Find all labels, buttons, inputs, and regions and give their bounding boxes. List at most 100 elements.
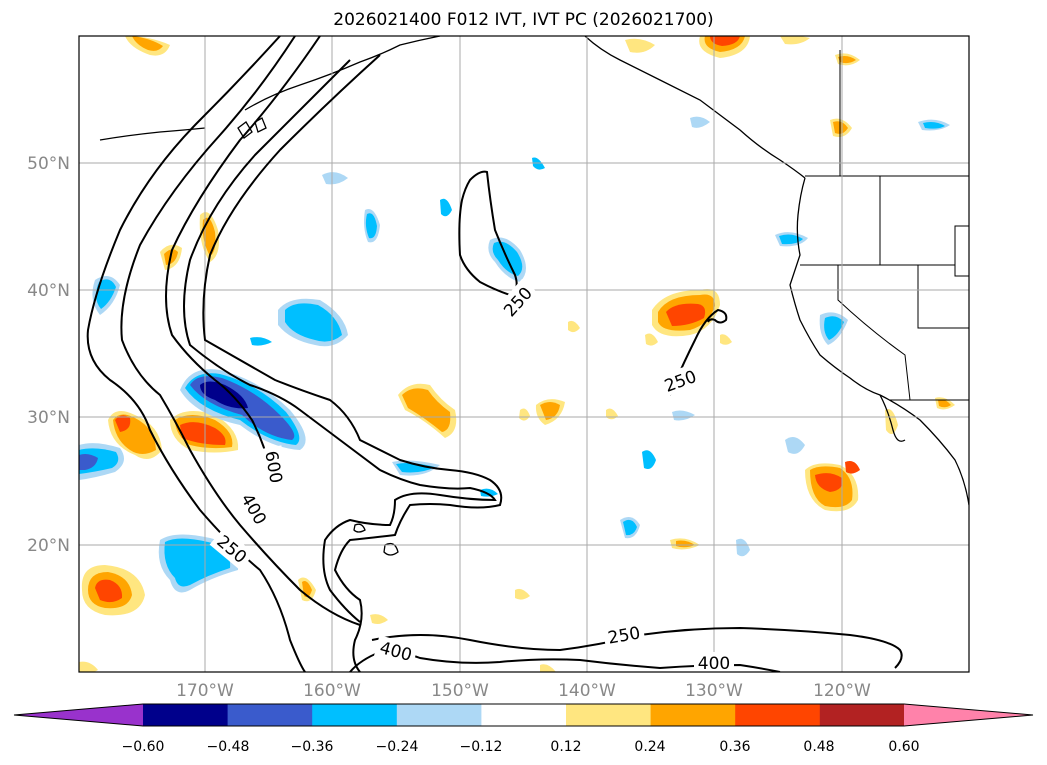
colorbar-tick-label: 0.48 — [803, 739, 834, 755]
pc-blob — [666, 303, 706, 326]
lon-label: 120°W — [813, 681, 871, 701]
pc-blob — [568, 320, 580, 333]
map-title: 2026021400 F012 IVT, IVT PC (2026021700) — [333, 10, 714, 30]
ivt-contours — [86, 36, 903, 672]
pc-blob — [885, 409, 898, 434]
contour-label: 400 — [698, 654, 730, 674]
pc-blob — [322, 172, 348, 185]
pc-blob — [540, 664, 556, 672]
pc-blob — [95, 579, 123, 603]
pc-blob — [938, 399, 951, 408]
pc-blob — [132, 36, 163, 51]
pc-blob — [720, 334, 732, 345]
pc-blob — [79, 661, 98, 672]
colorbar-segment — [396, 704, 482, 726]
pc-blob — [365, 213, 377, 239]
map-area: 250 250 600 400 250 400 250 400 — [79, 36, 969, 674]
longitude-labels: 170°W 160°W 150°W 140°W 130°W 120°W — [176, 681, 871, 701]
contour-250 — [669, 308, 728, 396]
colorbar-tick-label: −0.36 — [291, 739, 334, 755]
colorbar-segment — [312, 704, 398, 726]
pc-blob — [690, 116, 710, 128]
colorbar-tick-label: 0.36 — [719, 739, 750, 755]
pc-blob — [164, 538, 231, 587]
pc-blob — [785, 436, 805, 454]
pc-blob — [923, 122, 945, 129]
pc-blob — [440, 198, 452, 217]
pc-blob — [736, 538, 750, 557]
pc-blob — [532, 157, 545, 170]
colorbar-outline — [13, 703, 1034, 727]
pc-blob — [95, 279, 116, 309]
pc-blob — [515, 588, 530, 600]
pc-blob — [180, 422, 226, 445]
lon-label: 170°W — [176, 681, 234, 701]
lat-label: 40°N — [27, 281, 70, 301]
contour-250 — [202, 54, 503, 672]
coastline — [99, 36, 969, 556]
pc-blob — [780, 36, 810, 45]
pc-blob — [250, 337, 272, 346]
lon-label: 140°W — [558, 681, 616, 701]
pc-blob — [606, 408, 618, 420]
lat-label: 30°N — [27, 408, 70, 428]
pc-blob — [200, 381, 248, 409]
pc-blob — [202, 217, 216, 256]
latitude-labels: 50°N 40°N 30°N 20°N — [27, 154, 70, 556]
colorbar-segment — [143, 704, 229, 726]
pc-blob — [623, 519, 637, 536]
borders — [800, 50, 969, 401]
pc-blob — [815, 473, 843, 492]
map-frame — [78, 35, 970, 673]
pc-blob — [370, 614, 388, 624]
colorbar-ticks: −0.60 −0.48 −0.36 −0.24 −0.12 0.12 0.24 … — [122, 739, 920, 755]
contour-400 — [183, 59, 497, 623]
contour-label: 250 — [662, 367, 699, 397]
contour-label: 400 — [377, 638, 414, 666]
contour-250 — [458, 170, 518, 297]
pc-blob — [396, 463, 435, 473]
pc-blob — [845, 461, 860, 474]
pc-blob — [645, 333, 658, 346]
colorbar-tick-label: −0.12 — [460, 739, 503, 755]
colorbar-tick-label: −0.60 — [122, 739, 165, 755]
pc-blob — [676, 540, 695, 548]
colorbar-segment — [566, 704, 652, 726]
colorbar-tick-label: 0.60 — [888, 739, 919, 755]
pc-blob — [642, 450, 656, 469]
lon-label: 150°W — [431, 681, 489, 701]
pc-blob — [672, 410, 695, 421]
colorbar-tick-label: −0.24 — [376, 739, 419, 755]
contour-250 — [371, 626, 903, 669]
lat-label: 20°N — [27, 536, 70, 556]
pc-blob — [710, 36, 740, 46]
contour-labels: 250 250 600 400 250 400 250 400 — [209, 278, 734, 674]
lon-label: 130°W — [685, 681, 743, 701]
contour-250 — [86, 36, 306, 672]
pc-blob — [824, 316, 844, 340]
colorbar-segment — [735, 704, 821, 726]
contour-label: 250 — [606, 623, 641, 648]
pc-blob — [285, 303, 342, 342]
pc-blob — [480, 488, 498, 497]
colorbar-extend-high — [904, 704, 1033, 726]
colorbar-tick-label: 0.12 — [550, 739, 581, 755]
colorbar-tick-label: 0.24 — [634, 739, 665, 755]
colorbar — [13, 703, 1034, 727]
pc-blob — [402, 388, 451, 432]
colorbar-extend-low — [14, 704, 143, 726]
lat-label: 50°N — [27, 154, 70, 174]
pc-blob — [540, 402, 560, 420]
colorbar-segment — [819, 704, 905, 726]
pc-blob — [115, 415, 131, 432]
colorbar-segment — [650, 704, 736, 726]
colorbar-segment — [227, 704, 313, 726]
colorbar-segment — [481, 704, 567, 726]
pc-blob — [625, 38, 655, 53]
contour-400 — [120, 36, 361, 626]
pc-blob — [79, 454, 98, 470]
colorbar-tick-label: −0.48 — [207, 739, 250, 755]
contour-label: 600 — [260, 449, 285, 484]
lon-label: 160°W — [303, 681, 361, 701]
